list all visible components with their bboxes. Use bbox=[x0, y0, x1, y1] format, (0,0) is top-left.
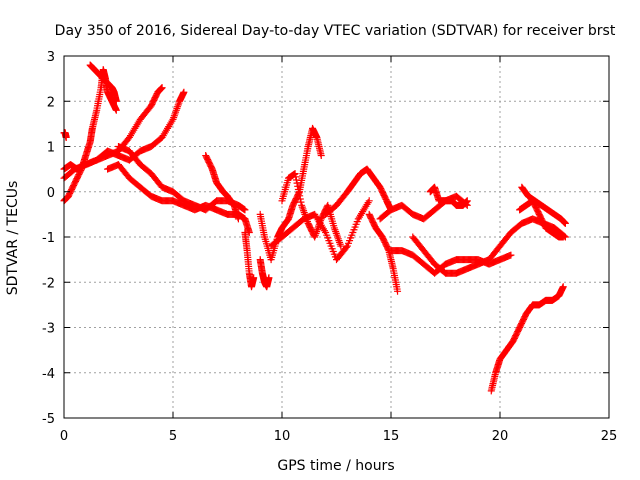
x-tick-label: 15 bbox=[383, 429, 400, 444]
x-tick-label: 25 bbox=[601, 429, 618, 444]
x-tick-label: 5 bbox=[169, 429, 177, 444]
series-track-10 bbox=[256, 124, 325, 264]
y-tick-label: -5 bbox=[42, 412, 55, 427]
y-tick-label: 2 bbox=[47, 95, 55, 110]
data-point bbox=[342, 243, 350, 251]
data-point bbox=[297, 198, 305, 206]
data-point bbox=[296, 192, 304, 200]
x-tick-label: 10 bbox=[274, 429, 291, 444]
y-tick-label: -4 bbox=[42, 367, 55, 382]
series-track-13 bbox=[278, 170, 345, 250]
data-point bbox=[365, 197, 373, 205]
series-track-15 bbox=[365, 210, 402, 295]
series-track-8 bbox=[202, 152, 242, 223]
data-point bbox=[317, 152, 325, 160]
x-axis: 0 5 10 15 20 25 bbox=[60, 56, 617, 444]
data-point bbox=[112, 106, 120, 114]
x-tick-label: 20 bbox=[492, 429, 509, 444]
x-axis-title: GPS time / hours bbox=[277, 458, 394, 474]
data-point bbox=[250, 274, 258, 282]
series-track-2 bbox=[86, 61, 120, 105]
data-point bbox=[337, 242, 345, 250]
data-point bbox=[559, 283, 567, 291]
data-point bbox=[158, 84, 166, 92]
series-track-11 bbox=[256, 256, 273, 291]
series-track-21 bbox=[518, 183, 569, 227]
data-point bbox=[293, 179, 301, 187]
data-point bbox=[294, 185, 302, 193]
y-axis-title: SDTVAR / TECUs bbox=[5, 181, 21, 296]
y-tick-label: 3 bbox=[47, 50, 55, 65]
data-point bbox=[561, 219, 569, 227]
data-point bbox=[241, 206, 249, 214]
series-track-14 bbox=[322, 165, 395, 218]
y-tick-label: -1 bbox=[42, 231, 55, 246]
chart-title: Day 350 of 2016, Sidereal Day-to-day VTE… bbox=[55, 23, 616, 39]
y-tick-label: -3 bbox=[42, 322, 55, 337]
series-track-22 bbox=[516, 197, 567, 241]
series-track-4 bbox=[60, 129, 70, 141]
y-tick-label: 0 bbox=[47, 186, 55, 201]
y-axis: -5 -4 -3 -2 -1 0 1 2 3 bbox=[42, 50, 609, 427]
data-point bbox=[559, 233, 567, 241]
series-track-12 bbox=[267, 197, 373, 264]
data-point bbox=[296, 195, 304, 203]
x-tick-label: 0 bbox=[60, 429, 68, 444]
data-point bbox=[292, 176, 300, 184]
data-points bbox=[60, 61, 569, 395]
data-point bbox=[291, 170, 299, 178]
series-track-20 bbox=[487, 283, 567, 395]
series-track-19 bbox=[426, 183, 471, 209]
data-point bbox=[234, 215, 242, 223]
data-point bbox=[394, 287, 402, 295]
data-point bbox=[295, 189, 303, 197]
data-point bbox=[265, 274, 273, 282]
data-point bbox=[292, 173, 300, 181]
y-tick-label: 1 bbox=[47, 141, 55, 156]
data-point bbox=[294, 182, 302, 190]
series-track-9 bbox=[241, 228, 258, 291]
data-point bbox=[507, 251, 515, 259]
y-tick-label: -2 bbox=[42, 276, 55, 291]
data-point bbox=[180, 88, 188, 96]
data-point bbox=[463, 197, 471, 205]
data-point bbox=[112, 97, 120, 105]
